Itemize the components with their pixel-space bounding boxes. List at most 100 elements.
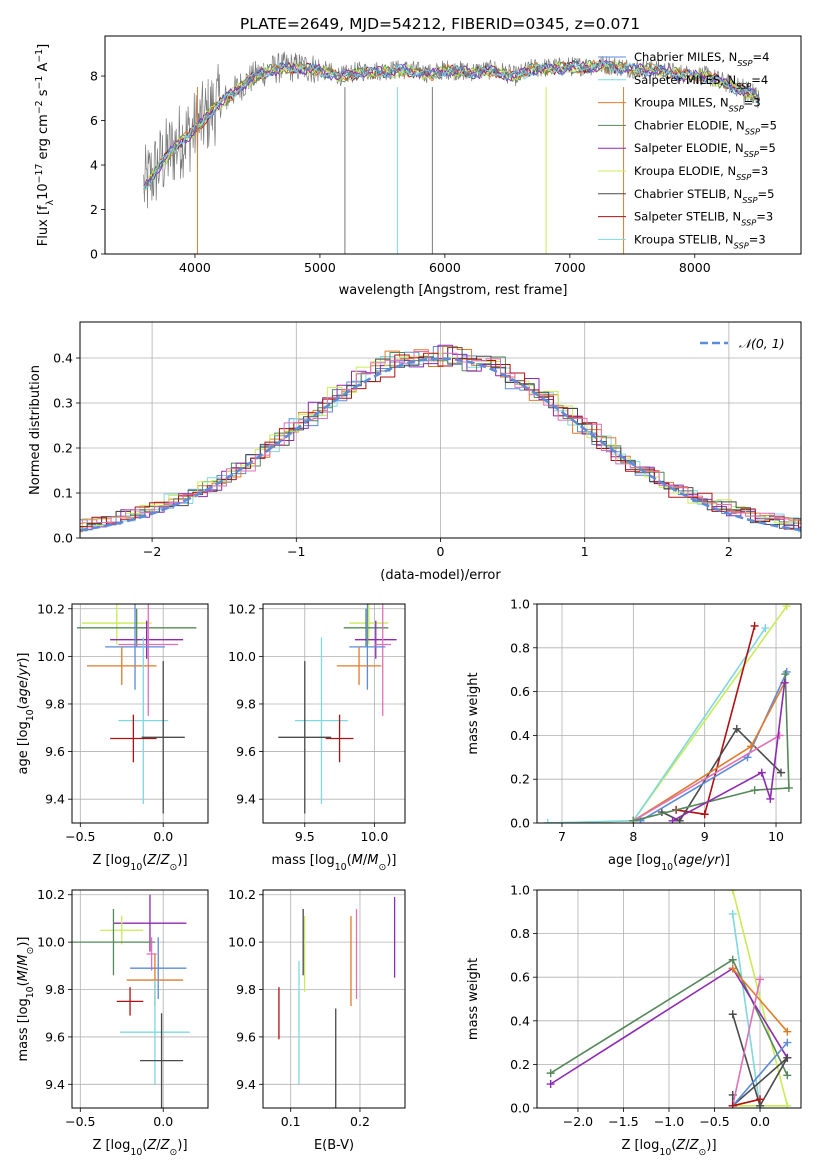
label-part: Salpeter STELIB, N bbox=[634, 210, 741, 224]
x-tick-label: 6000 bbox=[429, 260, 461, 275]
data-point-marker bbox=[728, 955, 737, 964]
error-bar-point bbox=[110, 620, 184, 659]
label-part: ⊙ bbox=[170, 862, 178, 873]
data-point-marker bbox=[543, 819, 552, 823]
label-part: Salpeter MILES, N bbox=[634, 73, 736, 87]
error-bar-point bbox=[374, 604, 392, 716]
label-part: age bbox=[678, 853, 702, 868]
label-part: =5 bbox=[757, 187, 774, 201]
y-tick-label: 10.0 bbox=[37, 935, 65, 950]
residual-histogram bbox=[80, 346, 801, 529]
series-line bbox=[732, 1098, 761, 1107]
data-point-marker bbox=[728, 909, 737, 918]
legend-label: Kroupa MILES, NSSP=3 bbox=[634, 96, 761, 114]
label-part: SSP bbox=[741, 218, 756, 228]
mass-weight-series bbox=[728, 1095, 765, 1108]
model-spectrum bbox=[143, 60, 759, 188]
series-line bbox=[632, 734, 781, 822]
label-part: Chabrier ELODIE, N bbox=[634, 118, 745, 132]
panel-age_vs_Z: −0.5 0.09.49.69.810.010.2Z [log10(Z/Z⊙)]a… bbox=[16, 601, 209, 873]
label-part: / bbox=[156, 853, 161, 868]
y-tick-label: 0.6 bbox=[510, 970, 530, 985]
label-part: / bbox=[16, 675, 31, 680]
data-point-marker bbox=[783, 1101, 792, 1108]
label-part: )] bbox=[177, 853, 187, 868]
x-tick-label: −2 bbox=[143, 544, 161, 559]
label-part: 10 bbox=[130, 862, 142, 873]
x-axis-label: wavelength [Angstrom, rest frame] bbox=[339, 283, 568, 298]
y-tick-label: 0.0 bbox=[510, 816, 530, 831]
mass-weight-series bbox=[668, 678, 789, 823]
label-part: Z bbox=[160, 1138, 171, 1153]
residual-histogram bbox=[80, 352, 801, 532]
label-part: / bbox=[685, 1138, 690, 1153]
label-part: )] bbox=[720, 853, 730, 868]
data-point-marker bbox=[781, 670, 790, 679]
label-part: ⊙ bbox=[170, 1147, 178, 1158]
legend-label: 𝒩(0, 1) bbox=[739, 336, 785, 351]
plot-area bbox=[80, 344, 801, 533]
error-bar-point bbox=[110, 714, 157, 763]
residual-histogram bbox=[80, 351, 801, 524]
label-part: 10 bbox=[130, 1147, 142, 1158]
series-line bbox=[731, 913, 761, 1108]
plot-area bbox=[278, 897, 396, 1108]
data-point-marker bbox=[783, 1027, 792, 1036]
y-tick-label: 9.6 bbox=[236, 1029, 256, 1044]
panel-mass_vs_ebv: 0.1 0.2 9.4 9.6 9.8 10.0 10.2 E(B-V) bbox=[228, 887, 406, 1153]
label-part: )] bbox=[706, 1138, 716, 1153]
y-axis-label: mass weight bbox=[466, 672, 481, 754]
mass-weight-series bbox=[728, 964, 792, 1036]
label-part: ( bbox=[671, 1138, 676, 1153]
y-tick-label: 9.4 bbox=[236, 1077, 256, 1092]
residual-histogram bbox=[80, 347, 801, 529]
y-tick-label: 0.0 bbox=[510, 1101, 530, 1116]
label-part: Chabrier MILES, N bbox=[634, 50, 737, 64]
mass-weight-series bbox=[543, 604, 791, 823]
label-part: yr bbox=[16, 661, 31, 677]
error-bar-point bbox=[100, 916, 144, 945]
y-tick-label: 10.0 bbox=[37, 649, 65, 664]
series-line bbox=[732, 1042, 788, 1107]
data-point-marker bbox=[757, 768, 766, 777]
plot-area bbox=[76, 604, 197, 814]
label-part: E(B-V) bbox=[314, 1138, 354, 1153]
error-bar-point bbox=[349, 604, 386, 690]
y-tick-label: 0.4 bbox=[53, 351, 73, 366]
error-bar-point bbox=[343, 608, 389, 647]
label-part: age bbox=[16, 680, 31, 704]
label-part: 10 bbox=[335, 862, 347, 873]
label-part: Z bbox=[146, 853, 157, 868]
label-part: / bbox=[16, 965, 31, 970]
residual-histogram bbox=[80, 353, 801, 528]
label-part: SSP bbox=[737, 58, 752, 68]
y-tick-label: 9.6 bbox=[236, 744, 256, 759]
label-part: −17 bbox=[34, 164, 45, 184]
data-point-marker bbox=[546, 1069, 555, 1078]
label-part: SSP bbox=[734, 240, 749, 250]
y-tick-label: 9.4 bbox=[236, 792, 256, 807]
label-part: / bbox=[363, 853, 368, 868]
y-tick-label: 9.6 bbox=[45, 744, 65, 759]
panel-residuals: −2 −1 0 1 2 0.0 0.1 0.2 0.3 0.4 (data-model)/error… bbox=[28, 321, 802, 583]
y-tick-label: 9.8 bbox=[45, 696, 65, 711]
label-part: SSP bbox=[742, 195, 757, 205]
y-tick-label: 0.0 bbox=[53, 531, 73, 546]
x-tick-label: 0 bbox=[437, 544, 445, 559]
y-axis-label: Normed distribution bbox=[28, 365, 43, 495]
label-part: age [log bbox=[608, 853, 661, 868]
data-point-marker bbox=[747, 742, 756, 751]
residual-histogram bbox=[80, 352, 801, 530]
mass-weight-series bbox=[629, 670, 793, 823]
axes-frame bbox=[71, 603, 209, 824]
error-bar-point bbox=[349, 604, 389, 645]
label-part: )] bbox=[386, 853, 396, 868]
label-part: =3 bbox=[749, 232, 766, 246]
x-tick-label: 10.0 bbox=[360, 829, 388, 844]
data-point-marker bbox=[775, 731, 784, 740]
error-bar-point bbox=[81, 604, 152, 645]
x-tick-label: −0.5 bbox=[65, 1114, 95, 1129]
y-axis-label: mass [log10(M/M⊙)] bbox=[16, 937, 36, 1062]
x-tick-label: −0.5 bbox=[699, 1114, 729, 1129]
